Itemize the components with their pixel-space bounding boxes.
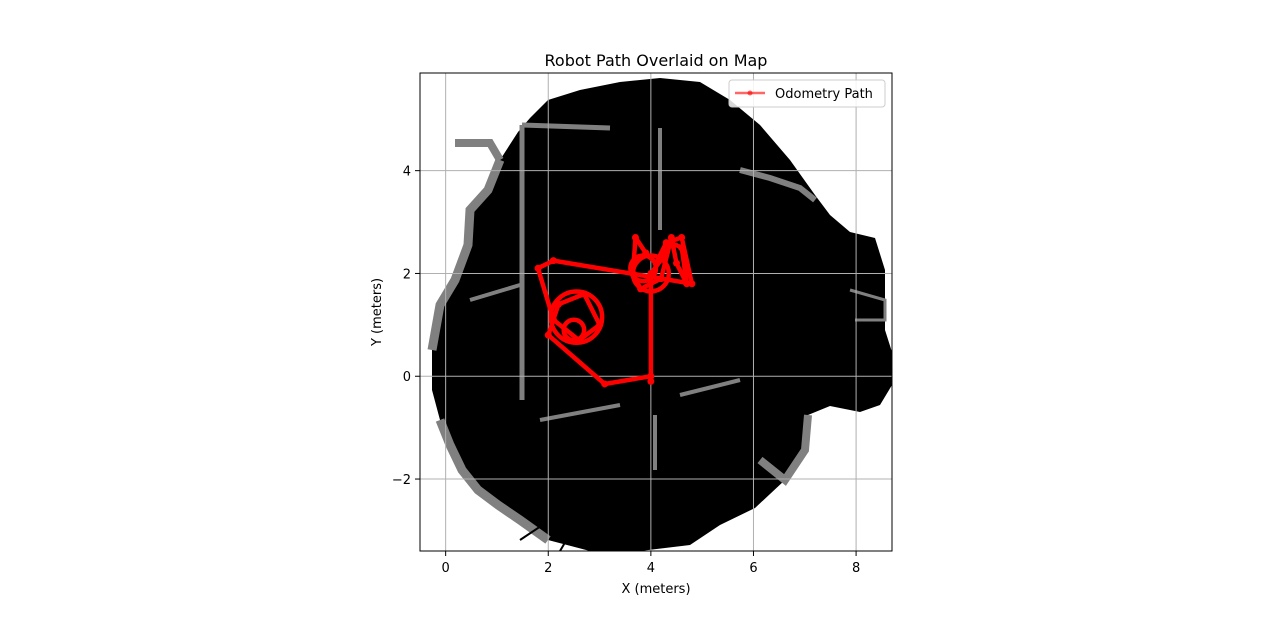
odometry-path-point bbox=[683, 280, 691, 288]
odometry-path-point bbox=[647, 372, 655, 380]
map-edge-right bbox=[739, 167, 817, 203]
odometry-path-layer bbox=[534, 233, 696, 388]
chart-title: Robot Path Overlaid on Map bbox=[545, 51, 768, 70]
odometry-path-point bbox=[631, 233, 639, 241]
y-tick-label: 0 bbox=[403, 370, 411, 385]
y-tick-label: 4 bbox=[403, 165, 411, 180]
x-tick-label: 0 bbox=[442, 561, 450, 576]
y-tick-label: 2 bbox=[403, 267, 411, 282]
lidar-rays-bottom bbox=[519, 484, 726, 551]
y-tick-label: −2 bbox=[392, 473, 411, 488]
odometry-loop-circle bbox=[548, 289, 605, 346]
map-wall-lower-left bbox=[539, 403, 621, 422]
y-axis-ticks: −2 0 2 4 bbox=[392, 165, 420, 488]
odometry-path-point bbox=[678, 233, 686, 241]
occupancy-map bbox=[427, 78, 892, 551]
odometry-path-point bbox=[601, 380, 609, 388]
y-axis-label: Y (meters) bbox=[370, 278, 385, 347]
odometry-path-point bbox=[667, 239, 675, 247]
map-wall-right-notch bbox=[849, 288, 887, 322]
map-edge-bottom-left bbox=[435, 418, 551, 544]
odometry-path-point bbox=[667, 233, 675, 241]
plot-frame bbox=[419, 72, 893, 552]
legend-marker-swatch bbox=[747, 90, 753, 96]
odometry-path-point bbox=[549, 257, 557, 265]
legend: Odometry Path bbox=[728, 79, 886, 108]
map-edge-left bbox=[427, 158, 505, 351]
map-wall-top bbox=[521, 122, 611, 131]
odometry-path-point bbox=[657, 275, 665, 283]
odometry-path-point bbox=[662, 249, 670, 257]
odometry-path-point bbox=[678, 244, 686, 252]
x-tick-label: 6 bbox=[749, 561, 757, 576]
odometry-path-point bbox=[688, 280, 696, 288]
x-tick-label: 8 bbox=[852, 561, 860, 576]
x-axis-ticks: 0 2 4 6 8 bbox=[442, 551, 860, 576]
x-tick-label: 4 bbox=[647, 561, 655, 576]
x-axis-label: X (meters) bbox=[621, 582, 690, 597]
odometry-path-point bbox=[544, 331, 552, 339]
explored-area bbox=[432, 78, 892, 551]
map-wall-lower-right bbox=[679, 378, 741, 397]
map-edge-top-left bbox=[455, 139, 504, 163]
odometry-loop-circle bbox=[561, 317, 587, 343]
odometry-path-point bbox=[647, 377, 655, 385]
odometry-loop-circle bbox=[630, 253, 672, 294]
map-wall-mid-left bbox=[469, 283, 521, 302]
x-tick-label: 2 bbox=[544, 561, 552, 576]
map-edge-bottom-right bbox=[757, 414, 812, 486]
odometry-path-point bbox=[673, 259, 681, 267]
grid-lines bbox=[420, 73, 892, 551]
legend-box bbox=[728, 79, 886, 108]
legend-entry-odometry-path: Odometry Path bbox=[775, 87, 873, 102]
odometry-path-point bbox=[534, 264, 542, 272]
odometry-path-point bbox=[662, 239, 670, 247]
plot-area bbox=[419, 72, 893, 552]
